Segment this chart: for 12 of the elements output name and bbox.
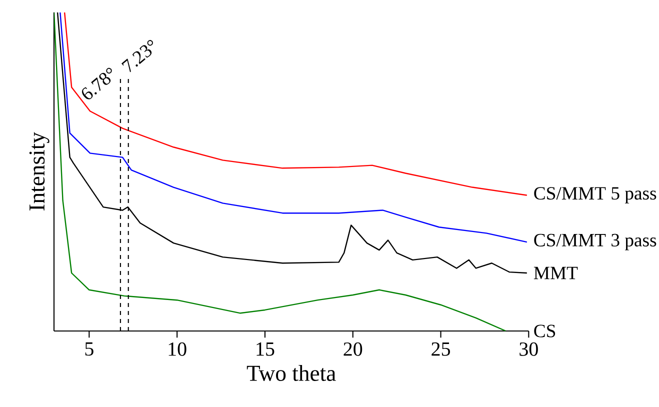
series-label: CS xyxy=(534,324,556,338)
x-tick-label: 10 xyxy=(168,342,186,356)
series-label: CS/MMT 5 pass xyxy=(534,187,656,204)
x-tick-label: 20 xyxy=(344,342,362,356)
x-tick-label: 15 xyxy=(256,342,274,356)
y-axis-title: Intensity xyxy=(29,132,50,211)
x-tick-label: 5 xyxy=(85,342,94,356)
series-label: CS/MMT 3 pass xyxy=(534,234,656,250)
series-label: MMT xyxy=(534,266,578,280)
x-axis-title: Two theta xyxy=(246,365,336,381)
x-tick-label: 25 xyxy=(432,342,450,356)
x-tick-label: 30 xyxy=(520,342,538,356)
